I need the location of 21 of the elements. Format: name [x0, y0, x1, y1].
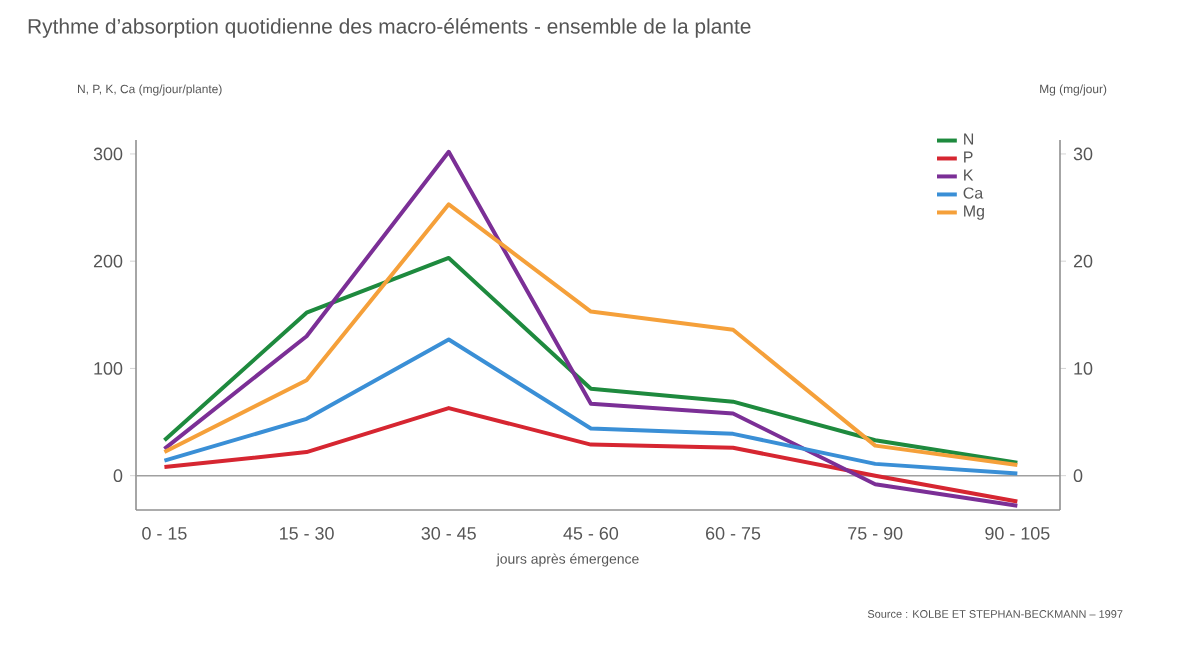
y-tick-label: 200 [93, 254, 123, 268]
line-series [162, 337, 1020, 476]
y2-tick-label: 0 [1073, 469, 1083, 483]
y-tick-label: 300 [93, 147, 123, 161]
y-tick-label: 0 [113, 469, 123, 483]
y2-tick-label: 30 [1073, 147, 1093, 161]
x-tick-label: 0 - 15 [142, 527, 187, 540]
x-tick-label: 90 - 105 [985, 527, 1050, 540]
x-tick-label: 75 - 90 [848, 527, 903, 540]
y-tick-label: 100 [94, 362, 123, 375]
x-tick-label: 60 - 75 [706, 527, 761, 540]
x-tick-label: 30 - 45 [421, 527, 476, 540]
line-series [162, 255, 1020, 465]
line-series [162, 202, 1020, 467]
line-series [162, 149, 1020, 508]
y2-tick-label: 20 [1073, 254, 1093, 268]
line-series [162, 406, 1020, 504]
x-tick-label: 45 - 60 [563, 527, 619, 540]
chart-title: Rythme d’absorption quotidienne des macro-éléments - ensemble de la plante [28, 18, 751, 38]
x-tick-label: 15 - 30 [280, 527, 334, 540]
y2-tick-label: 10 [1074, 362, 1093, 375]
